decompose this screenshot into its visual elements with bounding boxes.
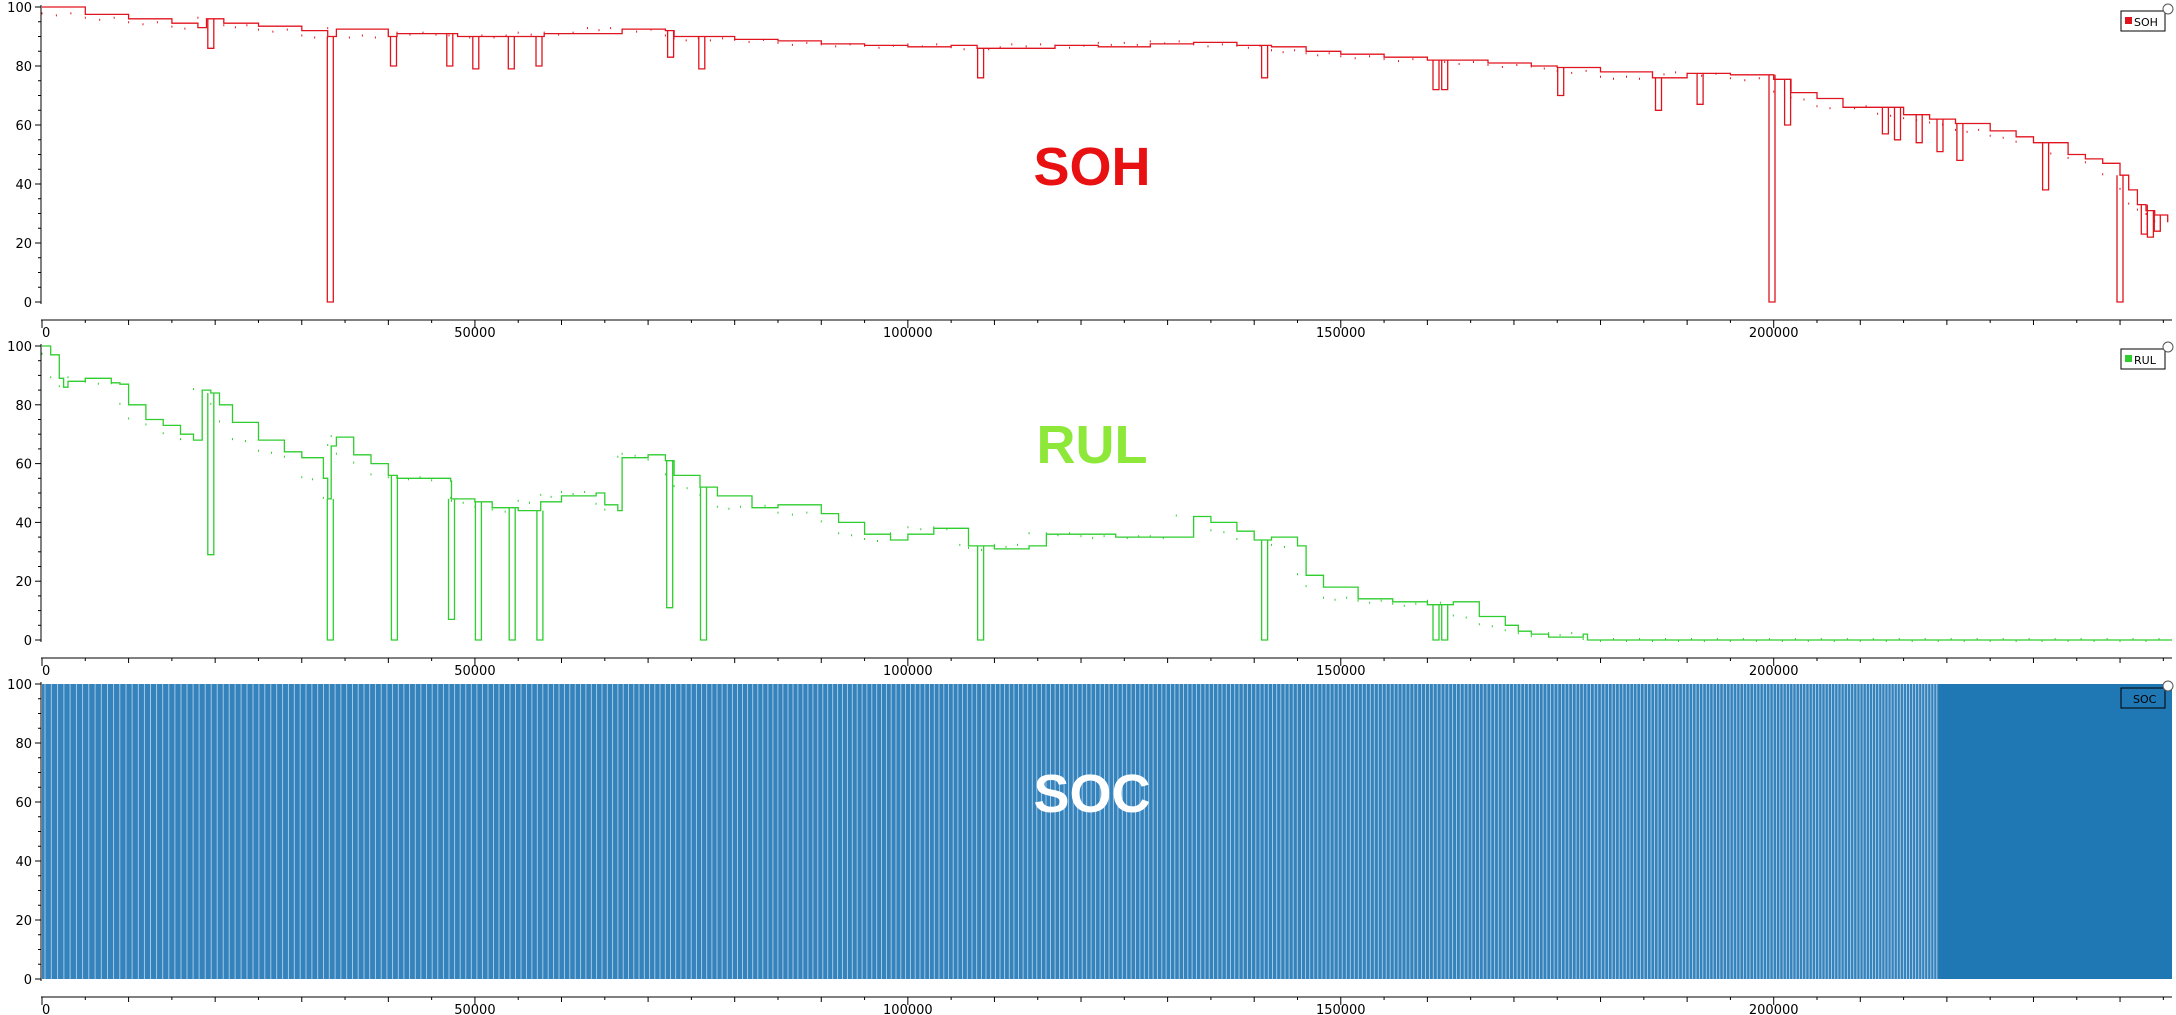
rul-legend-box xyxy=(2120,348,2166,370)
soc-series-tint xyxy=(42,684,1939,979)
rul-series-dip xyxy=(536,510,544,641)
rul-series-dip xyxy=(326,498,334,641)
soc-x-tick-label: 50000 xyxy=(454,1003,495,1015)
soh-series-dip xyxy=(326,36,334,303)
rul-y-tick-label: 0 xyxy=(24,634,32,649)
soc-x-tick-label: 150000 xyxy=(1316,1003,1366,1015)
soh-series-dip xyxy=(2146,210,2155,238)
soh-y-tick-label: 20 xyxy=(15,237,32,252)
soh-series-dip xyxy=(1260,45,1269,79)
soh-series-dip xyxy=(535,36,543,67)
rul-series-ripple xyxy=(41,352,2160,642)
rul-legend-label: RUL xyxy=(2134,354,2157,367)
rul-chart: 0 20 40 60 80 100 0 50000 100000 150000 200000 RUL R… xyxy=(7,340,2174,679)
soh-series-dip xyxy=(1557,67,1565,97)
soh-series-dip xyxy=(1915,114,1923,144)
soh-series-dip xyxy=(1441,60,1449,91)
soh-legend-label: SOH xyxy=(2134,16,2158,29)
rul-y-tick-label: 40 xyxy=(15,516,32,531)
soh-chart: 0 20 40 60 80 100 0 50000 100000 150000 200000 SOH S… xyxy=(7,1,2174,341)
rul-series-dip xyxy=(666,460,674,609)
soh-y-tick-label: 0 xyxy=(24,296,32,311)
soh-series-dip xyxy=(1956,123,1964,162)
soh-series-dip xyxy=(2041,142,2050,191)
soh-series-dip xyxy=(666,30,675,58)
rul-y-tick-label: 20 xyxy=(15,575,32,590)
soh-series-dip xyxy=(207,18,215,49)
soc-resize-handle xyxy=(2162,680,2174,692)
soh-series-ripple xyxy=(41,12,2156,223)
rul-series-dip xyxy=(508,507,516,641)
rul-series-dip xyxy=(1441,604,1449,641)
soc-x-tick-label: 0 xyxy=(42,1003,50,1015)
soh-series-dip xyxy=(1768,74,1776,303)
soc-series-area xyxy=(42,684,2172,979)
soc-x-tick-label: 200000 xyxy=(1749,1003,1799,1015)
soc-y-tick-label: 20 xyxy=(15,914,32,929)
soh-series-dip xyxy=(2116,175,2124,303)
soh-x-tick-label: 100000 xyxy=(883,326,933,341)
soh-y-tick-label: 100 xyxy=(7,1,32,16)
soc-chart: 0 20 40 60 80 100 0 50000 100000 150000 200000 SOC S… xyxy=(7,678,2174,1015)
soc-legend-box xyxy=(2120,687,2166,709)
rul-series-line xyxy=(42,345,2172,641)
soh-series-dip xyxy=(446,33,454,67)
soh-series-dip xyxy=(1936,119,1944,153)
soc-y-tick-label: 100 xyxy=(7,678,32,693)
rul-series-dip xyxy=(1260,540,1269,641)
soh-y-tick-label: 80 xyxy=(15,60,32,75)
soh-x-tick-label: 0 xyxy=(42,326,50,341)
soc-cycle-gaps xyxy=(44,684,1938,979)
soh-series-dip xyxy=(1432,60,1440,91)
rul-x-tick-label: 200000 xyxy=(1749,664,1799,679)
rul-series-dip xyxy=(207,393,215,556)
soh-series-line xyxy=(42,6,2169,223)
soc-y-tick-label: 40 xyxy=(15,855,32,870)
rul-y-tick-label: 60 xyxy=(15,458,32,473)
rul-series-dip xyxy=(447,498,456,621)
soc-y-tick-label: 0 xyxy=(24,973,32,988)
soc-x-tick-label: 100000 xyxy=(883,1003,933,1015)
soh-x-tick-label: 200000 xyxy=(1749,326,1799,341)
rul-legend-swatch xyxy=(2125,355,2132,362)
soh-series-dip xyxy=(507,36,515,70)
soc-title: SOC xyxy=(1033,764,1150,824)
rul-x-tick-label: 150000 xyxy=(1316,664,1366,679)
soh-series-dip xyxy=(472,36,480,70)
rul-title: RUL xyxy=(1037,415,1148,475)
soh-series-dip xyxy=(698,36,706,70)
soh-series-dip xyxy=(389,36,398,67)
rul-series-dip xyxy=(390,475,399,641)
rul-x-tick-label: 0 xyxy=(42,664,50,679)
soh-series-dip xyxy=(1893,107,1902,141)
soh-series-dip xyxy=(1783,79,1792,126)
soh-x-tick-label: 50000 xyxy=(454,326,495,341)
soc-y-tick-label: 60 xyxy=(15,796,32,811)
soh-series-dip xyxy=(1654,77,1663,111)
rul-series-dip xyxy=(699,487,708,641)
rul-y-tick-label: 100 xyxy=(7,340,32,355)
rul-y-tick-label: 80 xyxy=(15,399,32,414)
soh-series-dip xyxy=(1881,107,1890,135)
soc-y-tick-label: 80 xyxy=(15,737,32,752)
soc-legend-label: SOC xyxy=(2133,693,2157,706)
soh-title: SOH xyxy=(1033,137,1150,197)
rul-series-dip xyxy=(474,501,483,641)
soh-legend-swatch xyxy=(2125,17,2132,24)
soh-series-dip xyxy=(1696,73,1704,105)
rul-resize-handle xyxy=(2162,341,2174,353)
rul-series-dip xyxy=(976,545,985,641)
soh-series-dip xyxy=(2153,215,2161,232)
rul-series-dip xyxy=(1432,604,1440,641)
rul-x-tick-label: 100000 xyxy=(883,664,933,679)
rul-x-tick-label: 50000 xyxy=(454,664,495,679)
soh-x-tick-label: 150000 xyxy=(1316,326,1366,341)
soh-y-tick-label: 60 xyxy=(15,119,32,134)
soh-resize-handle xyxy=(2162,3,2174,15)
soh-legend-box xyxy=(2120,10,2166,32)
soh-y-tick-label: 40 xyxy=(15,178,32,193)
soh-series-dip xyxy=(976,48,985,79)
